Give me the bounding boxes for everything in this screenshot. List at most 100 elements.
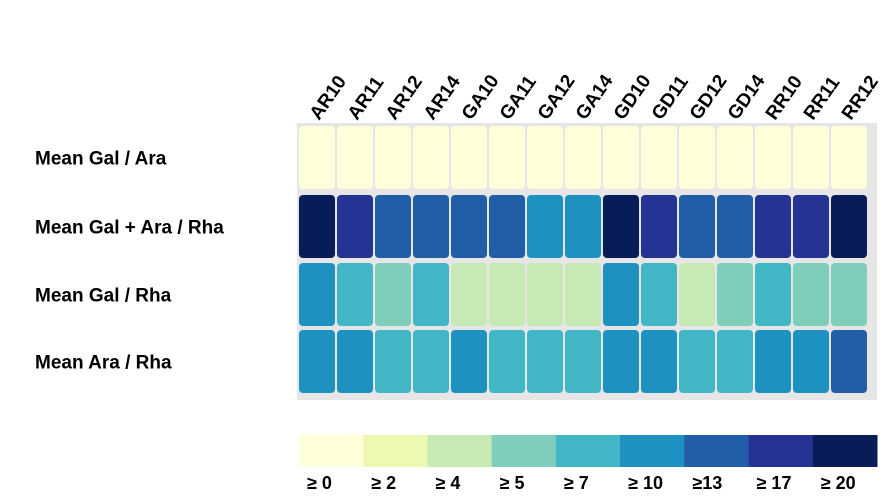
- legend-label: ≥ 7: [564, 473, 589, 493]
- heatmap-cell: [641, 330, 677, 393]
- legend-swatch: [491, 435, 557, 467]
- heatmap-cell: [793, 126, 829, 189]
- legend-label: ≥ 10: [628, 473, 663, 493]
- column-label: GA12: [534, 71, 580, 124]
- legend-swatch: [363, 435, 428, 467]
- column-label: GA14: [572, 71, 618, 124]
- heatmap-cell: [717, 330, 753, 393]
- heatmap-cell: [679, 263, 715, 326]
- heatmap-cell: [413, 195, 449, 258]
- legend-label: ≥ 2: [371, 473, 396, 493]
- heatmap-cell: [831, 126, 867, 189]
- heatmap-cell: [755, 126, 791, 189]
- heatmap-cell: [717, 263, 753, 326]
- column-label: AR14: [420, 72, 465, 124]
- heatmap-cell: [337, 195, 373, 258]
- heatmap-cell: [831, 263, 867, 326]
- legend-label: ≥ 5: [500, 473, 525, 493]
- heatmap-cell: [603, 126, 639, 189]
- heatmap-cell: [413, 330, 449, 393]
- row-label: Mean Gal / Rha: [35, 286, 172, 307]
- row-label: Mean Ara / Rha: [35, 353, 172, 374]
- heatmap-cell: [299, 263, 335, 326]
- heatmap-cell: [337, 330, 373, 393]
- column-label: AR11: [344, 73, 389, 124]
- heatmap-cell: [451, 126, 487, 189]
- legend-label: ≥ 4: [435, 473, 460, 493]
- legend-label: ≥13: [692, 473, 722, 493]
- column-label: AR12: [382, 72, 427, 124]
- heatmap-cell: [337, 263, 373, 326]
- heatmap-cell: [489, 195, 525, 258]
- heatmap-cell: [831, 330, 867, 393]
- heatmap-cell: [451, 330, 487, 393]
- legend-swatch: [620, 435, 685, 467]
- legend-swatch: [299, 435, 364, 467]
- heatmap-cell: [527, 126, 563, 189]
- heatmap-cell: [451, 263, 487, 326]
- heatmap-cell: [299, 126, 335, 189]
- heatmap-cell: [755, 330, 791, 393]
- row-label: Mean Gal / Ara: [35, 149, 167, 170]
- heatmap-cell: [527, 263, 563, 326]
- heatmap-cell: [755, 263, 791, 326]
- heatmap-cell: [641, 126, 677, 189]
- column-label: RR11: [800, 73, 845, 124]
- column-label: GD14: [724, 71, 770, 124]
- heatmap-cell: [413, 263, 449, 326]
- column-label: GD10: [610, 71, 656, 124]
- column-label: GD12: [686, 71, 732, 124]
- heatmap-cell: [603, 263, 639, 326]
- row-label: Mean Gal + Ara / Rha: [35, 218, 224, 239]
- row-labels: Mean Gal / Ara Mean Gal + Ara / Rha Mean G…: [35, 149, 224, 374]
- heatmap-cell: [603, 330, 639, 393]
- column-label: RR12: [838, 72, 883, 124]
- heatmap-cell: [375, 263, 411, 326]
- heatmap-cell: [299, 330, 335, 393]
- heatmap-cell: [527, 330, 563, 393]
- legend-label: ≥ 17: [757, 473, 792, 493]
- heatmap-cell: [489, 263, 525, 326]
- heatmap-cell: [451, 195, 487, 258]
- heatmap-cell: [679, 330, 715, 393]
- heatmap-cell: [375, 330, 411, 393]
- heatmap-cell: [793, 195, 829, 258]
- column-label: GD11: [648, 72, 693, 124]
- legend-label: ≥ 20: [821, 473, 856, 493]
- column-labels: AR10AR11AR12AR14GA10GA11GA12GA14GD10GD11…: [306, 71, 883, 124]
- legend-swatch: [684, 435, 750, 467]
- heatmap-cell: [489, 126, 525, 189]
- heatmap-cell: [679, 126, 715, 189]
- heatmap-cell: [527, 195, 563, 258]
- heatmap-cell: [679, 195, 715, 258]
- column-label: GA10: [458, 71, 504, 124]
- heatmap-cell: [717, 195, 753, 258]
- heatmap-cell: [413, 126, 449, 189]
- heatmap-cell: [717, 126, 753, 189]
- heatmap-cell: [299, 195, 335, 258]
- heatmap-cell: [375, 126, 411, 189]
- heatmap-cells: [299, 126, 867, 393]
- heatmap-cell: [641, 263, 677, 326]
- heatmap-cell: [793, 330, 829, 393]
- heatmap-cell: [755, 195, 791, 258]
- heatmap-cell: [793, 263, 829, 326]
- legend-label: ≥ 0: [307, 473, 332, 493]
- heatmap-cell: [641, 195, 677, 258]
- color-legend: ≥ 0 ≥ 2 ≥ 4 ≥ 5 ≥ 7 ≥ 10 ≥13 ≥ 17 ≥ 20: [299, 435, 878, 493]
- heatmap-cell: [375, 195, 411, 258]
- column-label: AR10: [306, 72, 351, 124]
- legend-swatch: [748, 435, 814, 467]
- column-label: RR10: [762, 72, 807, 124]
- heatmap-cell: [565, 195, 601, 258]
- heatmap-cell: [489, 330, 525, 393]
- heatmap-cell: [831, 195, 867, 258]
- legend-swatch: [555, 435, 621, 467]
- heatmap-cell: [565, 263, 601, 326]
- legend-swatch: [427, 435, 493, 467]
- heatmap-cell: [603, 195, 639, 258]
- heatmap-cell: [565, 126, 601, 189]
- legend-swatch: [812, 435, 878, 467]
